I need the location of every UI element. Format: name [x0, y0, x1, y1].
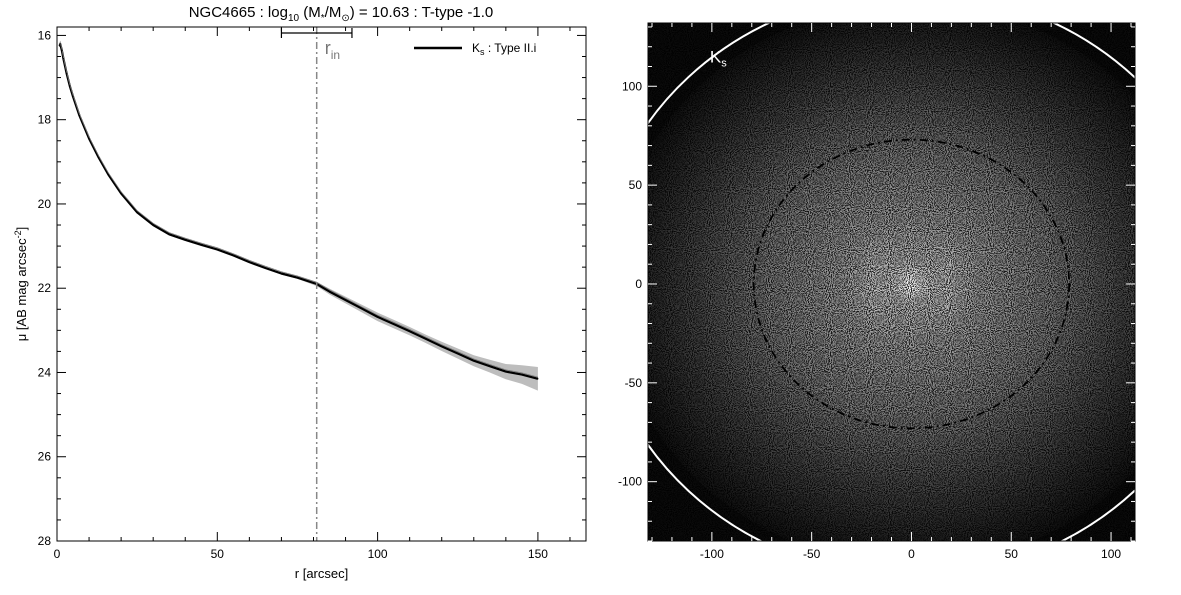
profile-point — [69, 85, 71, 87]
profile-point — [393, 323, 395, 325]
x-tick-label: 50 — [1005, 547, 1019, 561]
profile-point — [489, 365, 491, 367]
y-tick-label: 28 — [38, 534, 52, 548]
band-label: Ks — [710, 48, 727, 70]
image-axes: -100 -50 0 50 100 -100 -50 0 50 100 — [618, 22, 1136, 561]
profile-point — [296, 277, 299, 279]
profile-point — [59, 45, 61, 47]
profile-axes: 0 50 100 150 16 18 20 22 24 26 28 — [38, 26, 587, 561]
legend-entry: Ks : Type II.i — [472, 41, 536, 57]
profile-point — [425, 338, 427, 340]
profile-point — [377, 316, 379, 318]
profile-point — [264, 267, 266, 269]
y-tick-label: 16 — [38, 28, 52, 42]
profile-panel: NGC4665 : log10 (M*/M⊙) = 10.63 : T-type… — [13, 4, 587, 581]
profile-point — [61, 49, 63, 51]
y-tick-label: 26 — [38, 450, 52, 464]
profile-point — [72, 95, 74, 98]
profile-point — [98, 157, 100, 159]
profile-point — [537, 378, 539, 380]
y-tick-label: -50 — [625, 376, 643, 390]
inner-ellipse — [752, 138, 1071, 430]
isophote-ellipses — [648, 23, 1135, 541]
profile-point — [505, 371, 507, 373]
profile-point — [344, 299, 347, 301]
profile-point — [361, 307, 363, 309]
x-tick-label: 50 — [211, 547, 225, 561]
y-axis-label: μ [AB mag arcsec-2] — [13, 227, 29, 342]
y-tick-label: 22 — [38, 281, 52, 295]
y-tick-label: -100 — [618, 475, 642, 489]
profile-point — [216, 248, 218, 251]
profile-point — [136, 211, 138, 213]
x-tick-label: 150 — [528, 547, 548, 561]
image-panel: Ks -100 -50 0 50 100 -100 -50 0 50 100 — [618, 22, 1136, 561]
y-tick-label: 100 — [622, 79, 642, 93]
y-tick-label: 0 — [635, 277, 642, 291]
image-noise — [648, 23, 1135, 541]
r-in-label: rin — [325, 38, 340, 62]
x-axis-label: r [arcsec] — [295, 566, 348, 581]
x-tick-label: 0 — [908, 547, 915, 561]
profile-line — [58, 42, 539, 380]
profile-point — [232, 254, 234, 256]
error-band — [59, 42, 538, 391]
profile-point — [66, 72, 68, 74]
profile-point — [152, 224, 154, 226]
galaxy-image — [648, 23, 1135, 541]
profile-point — [62, 58, 64, 60]
legend: Ks : Type II.i — [414, 41, 536, 57]
profile-line-model — [59, 40, 539, 378]
profile-lines — [58, 40, 539, 380]
x-tick-label: 100 — [368, 547, 388, 561]
profile-point — [521, 374, 523, 376]
profile-point — [88, 138, 90, 140]
x-tick-label: -50 — [803, 547, 821, 561]
r-in-annotation: rin — [280, 27, 353, 541]
y-tick-label: 50 — [629, 178, 643, 192]
profile-point — [107, 173, 109, 176]
x-tick-label: 100 — [1101, 547, 1121, 561]
profile-point — [328, 291, 331, 293]
profile-point — [59, 43, 61, 45]
profile-point — [457, 352, 459, 355]
profile-point — [168, 233, 170, 235]
chart-title: NGC4665 : log10 (M*/M⊙) = 10.63 : T-type… — [189, 4, 494, 24]
profile-point — [280, 272, 282, 275]
profile-error-band — [59, 42, 538, 391]
y-tick-label: 24 — [38, 365, 52, 379]
profile-point — [441, 345, 443, 347]
y-tick-label: 20 — [38, 197, 52, 211]
profile-point — [409, 330, 411, 332]
profile-point — [184, 239, 186, 241]
profile-point — [473, 360, 475, 362]
y-tick-label: 18 — [38, 113, 52, 127]
plot-frame — [56, 26, 587, 542]
x-tick-label: -100 — [700, 547, 724, 561]
profile-point — [200, 244, 202, 246]
x-tick-label: 0 — [54, 547, 61, 561]
profile-point — [78, 114, 80, 117]
profile-point — [120, 192, 122, 194]
profile-point — [248, 261, 250, 263]
